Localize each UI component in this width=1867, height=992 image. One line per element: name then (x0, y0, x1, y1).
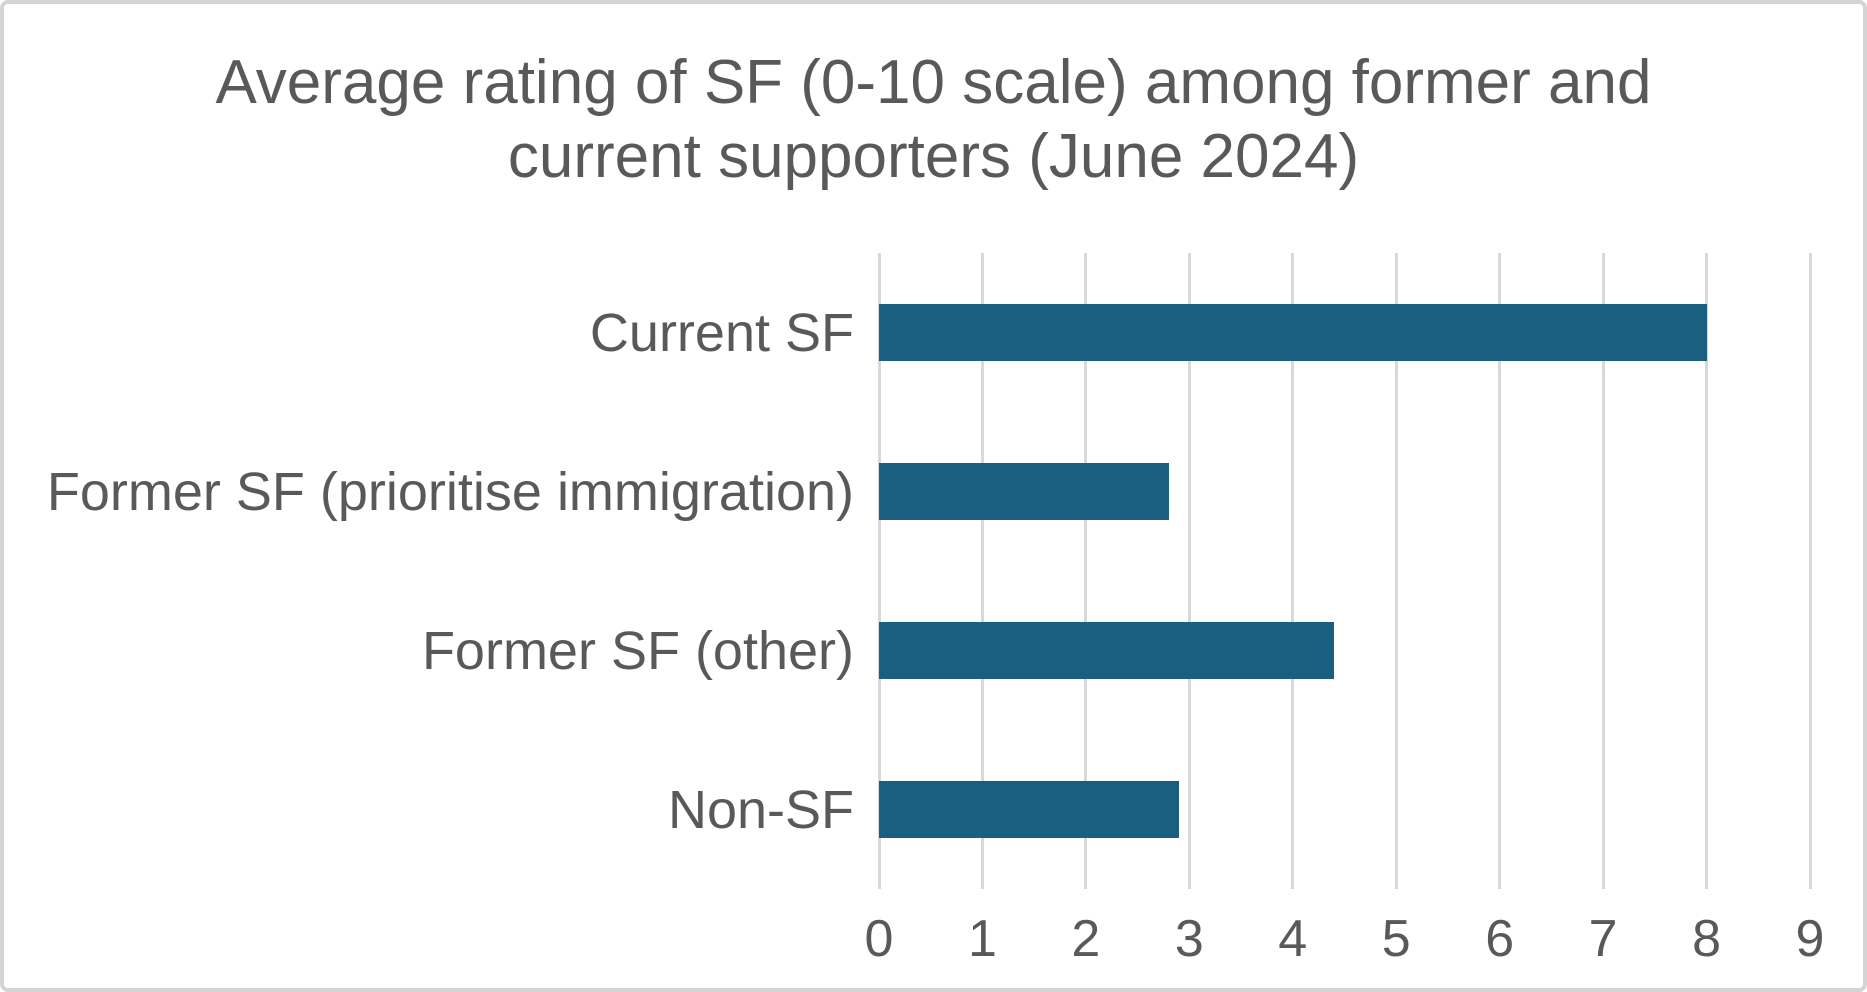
gridline-x-4 (1291, 253, 1295, 889)
chart-title: Average rating of SF (0-10 scale) among … (215, 48, 1652, 192)
x-tick-label-6: 6 (1485, 910, 1515, 968)
bar-non-sf (879, 781, 1179, 838)
gridline-x-5 (1394, 253, 1398, 889)
category-label-current-sf: Current SF (589, 302, 854, 363)
x-tick-label-0: 0 (864, 910, 894, 968)
gridline-x-8 (1705, 253, 1709, 889)
category-label-former-sf-other: Former SF (other) (421, 620, 854, 681)
gridline-x-0 (877, 253, 881, 889)
x-tick-label-3: 3 (1174, 910, 1204, 968)
x-tick-label-7: 7 (1588, 910, 1618, 968)
x-tick-label-2: 2 (1071, 910, 1101, 968)
category-label-non-sf: Non-SF (667, 779, 854, 840)
gridline-x-9 (1808, 253, 1812, 889)
x-tick-label-9: 9 (1795, 910, 1825, 968)
gridline-x-3 (1187, 253, 1191, 889)
x-tick-label-1: 1 (967, 910, 997, 968)
gridline-x-1 (980, 253, 984, 889)
plot-area (877, 253, 1812, 889)
gridline-x-2 (1084, 253, 1088, 889)
gridline-x-7 (1601, 253, 1605, 889)
category-label-former-sf-prioritise-immigration: Former SF (prioritise immigration) (46, 461, 854, 522)
x-tick-label-8: 8 (1692, 910, 1721, 968)
x-tick-label-5: 5 (1381, 910, 1411, 968)
gridline-x-6 (1498, 253, 1502, 889)
x-tick-label-4: 4 (1278, 910, 1308, 968)
bar-former-sf-prioritise-immigration (879, 463, 1169, 520)
bar-current-sf (879, 304, 1707, 361)
bar-former-sf-other (879, 622, 1335, 679)
